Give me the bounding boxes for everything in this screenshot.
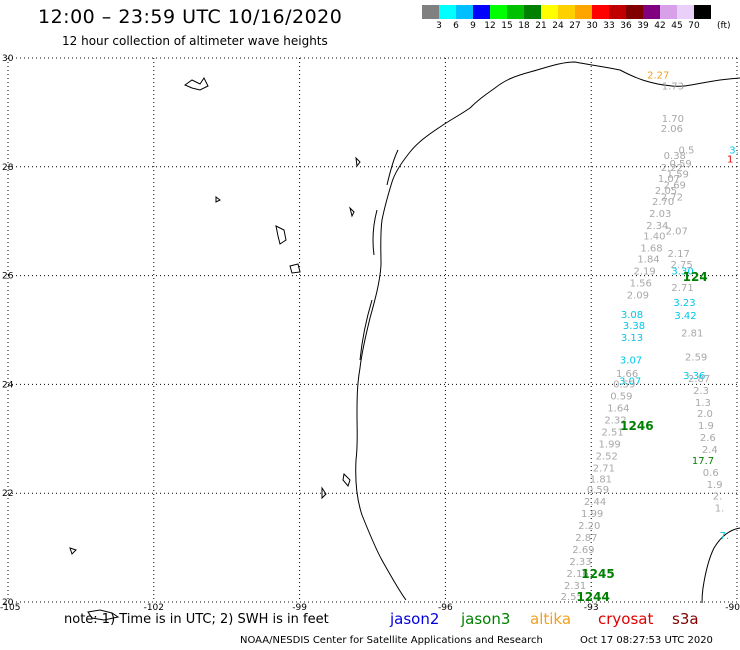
lat-tick-label: 30	[2, 54, 14, 64]
swh-value-label: 1.73	[662, 82, 684, 93]
swh-value-label: 1.	[715, 504, 725, 515]
wave-height-map: -105-102-99-96-93-90302826242220 2.552.3…	[0, 0, 740, 650]
swh-value-label: 17.7	[692, 456, 714, 467]
swh-value-label: 2.69	[572, 545, 594, 556]
swh-value-label: 1.59	[667, 170, 689, 181]
swh-value-label: 2.71	[671, 283, 693, 294]
legend-item-jason2: jason2	[390, 610, 439, 628]
swh-value-label: 3.13	[621, 333, 643, 344]
footer-note: note: 1) Time is in UTC; 2) SWH is in fe…	[64, 612, 329, 627]
swh-value-label: 124	[683, 270, 708, 284]
swh-value-label: 2.72	[661, 193, 683, 204]
swh-value-label: 3.38	[623, 321, 645, 332]
swh-value-label: 1.9	[707, 480, 723, 491]
swh-value-label: 1246	[620, 419, 653, 433]
swh-value-label: 2.19	[634, 267, 656, 278]
swh-value-label: 1.3	[695, 398, 711, 409]
swh-value-label: 1.56	[630, 278, 652, 289]
swh-value-label: 7.	[720, 531, 730, 542]
credit-line: NOAA/NESDIS Center for Satellite Applica…	[240, 635, 543, 646]
swh-value-label: 3.07	[619, 376, 641, 387]
swh-value-label: 3.23	[673, 298, 695, 309]
swh-value-label: 2.4	[702, 445, 718, 456]
lat-tick-label: 24	[2, 380, 14, 390]
swh-value-label: 2.52	[596, 451, 618, 462]
swh-value-label: 1	[727, 154, 733, 165]
swh-value-label: 3.42	[674, 311, 696, 322]
swh-value-label: 1.99	[599, 440, 621, 451]
lon-tick-label: -90	[725, 603, 740, 613]
swh-value-label: 2.27	[647, 71, 669, 82]
timestamp: Oct 17 08:27:53 UTC 2020	[580, 635, 713, 646]
swh-value-label: 2.59	[685, 352, 707, 363]
legend-item-altika: altika	[530, 610, 571, 628]
swh-value-label: 2.0	[697, 409, 713, 420]
altimeter-points: 2.552.312.162.332.692.872.201.992.440.59…	[561, 71, 739, 604]
swh-value-label: 1.9	[698, 421, 714, 432]
swh-value-label: 2.3	[693, 386, 709, 397]
swh-value-label: 1245	[581, 567, 614, 581]
swh-value-label: 2.09	[627, 290, 649, 301]
swh-value-label: 0.5	[679, 146, 695, 157]
swh-value-label: 1244	[576, 590, 609, 604]
swh-value-label: 3.07	[620, 356, 642, 367]
legend-item-s3a: s3a	[672, 610, 699, 628]
swh-value-label: 1.68	[640, 244, 662, 255]
swh-value-label: 3.08	[621, 310, 643, 321]
legend-item-cryosat: cryosat	[598, 610, 653, 628]
lat-tick-label: 26	[2, 272, 14, 282]
lat-tick-label: 22	[2, 489, 13, 499]
swh-value-label: 2.06	[661, 124, 683, 135]
swh-value-label: 2.20	[578, 521, 600, 532]
swh-value-label: 2.71	[593, 463, 615, 474]
swh-value-label: 0.59	[610, 392, 632, 403]
swh-value-label: 0.6	[703, 468, 719, 479]
swh-value-label: 2.	[713, 492, 723, 503]
coastline-lakes	[70, 78, 360, 620]
swh-value-label: 2.81	[681, 329, 703, 340]
swh-value-label: 1.99	[581, 509, 603, 520]
lat-tick-label: 20	[2, 598, 14, 608]
swh-value-label: 2.69	[664, 181, 686, 192]
swh-value-label: 1.40	[643, 232, 665, 243]
legend-item-jason3: jason3	[461, 610, 510, 628]
swh-value-label: 0.59	[669, 159, 691, 170]
lon-tick-label: -96	[438, 603, 453, 613]
lon-tick-label: -93	[584, 603, 599, 613]
swh-value-label: 3.36	[683, 371, 705, 382]
lat-tick-label: 28	[2, 163, 14, 173]
swh-value-label: 2.17	[668, 249, 690, 260]
swh-value-label: 2.44	[584, 497, 606, 508]
swh-value-label: 2.07	[666, 226, 688, 237]
swh-value-label: 2.03	[649, 209, 671, 220]
swh-value-label: 2.87	[575, 533, 597, 544]
swh-value-label: 1.64	[607, 404, 629, 415]
swh-value-label: 1.70	[662, 114, 684, 125]
swh-value-label: 0.59	[587, 485, 609, 496]
swh-value-label: 1.81	[590, 474, 612, 485]
swh-value-label: 2.6	[700, 433, 716, 444]
swh-value-label: 1.84	[637, 255, 659, 266]
